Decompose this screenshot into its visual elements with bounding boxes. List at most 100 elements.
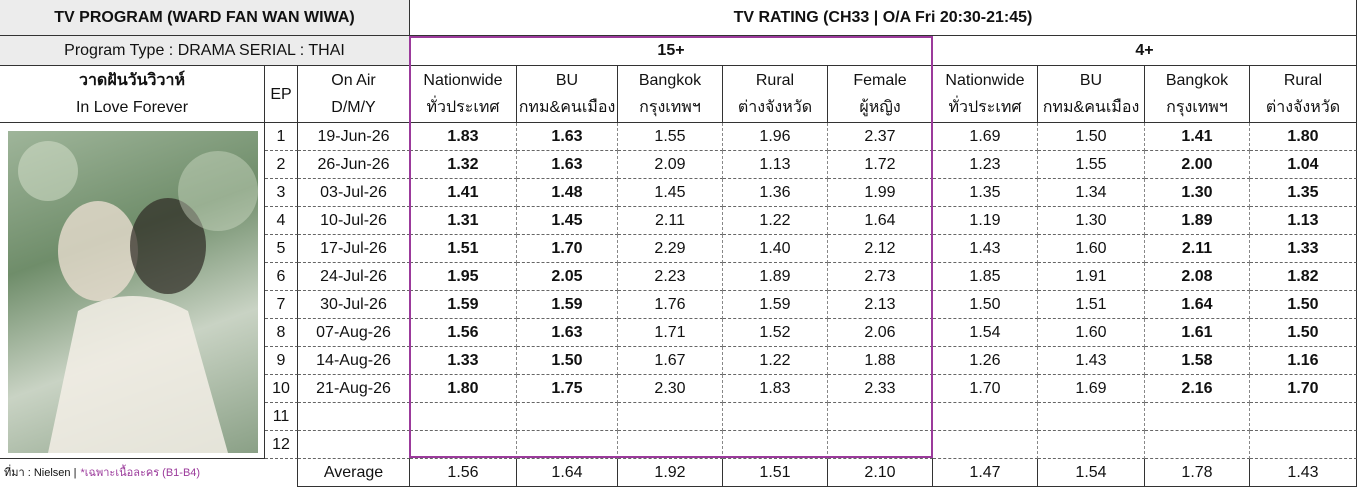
average: 1.47 [933, 459, 1038, 487]
column-header-text: Rural [755, 72, 795, 89]
rating-text: 1.59 [447, 296, 479, 313]
ep-text: 3 [276, 184, 286, 201]
ep: 5 [265, 235, 298, 263]
show-name-text: In Love Forever [75, 99, 189, 116]
rating: 1.63 [517, 123, 618, 151]
rating-text: 1.70 [969, 380, 1001, 397]
ep-header: EP [265, 66, 298, 123]
air-date-text: 19-Jun-26 [317, 128, 390, 145]
rating-text: 1.82 [1287, 268, 1319, 285]
average-label-text: Average [323, 464, 384, 481]
rating-text: 1.60 [1075, 240, 1107, 257]
rating: 2.29 [618, 235, 723, 263]
average: 1.54 [1038, 459, 1145, 487]
ep: 8 [265, 319, 298, 347]
rating: 1.19 [933, 207, 1038, 235]
column-header: Nationwide ทั่วประเทศ [933, 66, 1038, 123]
rating-text: 2.00 [1181, 156, 1213, 173]
rating [1145, 403, 1250, 431]
group-header-text: 4+ [1135, 42, 1154, 59]
rating: 1.69 [933, 123, 1038, 151]
ep: 2 [265, 151, 298, 179]
average-text: 2.10 [864, 464, 896, 481]
rating: 1.69 [1038, 375, 1145, 403]
air-date: 26-Jun-26 [298, 151, 410, 179]
rating: 1.45 [517, 207, 618, 235]
rating: 1.41 [1145, 123, 1250, 151]
air-date: 21-Aug-26 [298, 375, 410, 403]
column-header-text: Bangkok [1165, 72, 1229, 89]
rating-text: 1.60 [1075, 324, 1107, 341]
rating: 1.70 [1250, 375, 1357, 403]
rating: 1.96 [723, 123, 828, 151]
column-header-text: ต่างจังหวัด [1265, 99, 1341, 116]
rating: 2.06 [828, 319, 933, 347]
rating: 1.26 [933, 347, 1038, 375]
rating: 2.09 [618, 151, 723, 179]
rating: 1.13 [1250, 207, 1357, 235]
rating: 1.63 [517, 151, 618, 179]
rating-text: 1.72 [864, 156, 896, 173]
air-date: 24-Jul-26 [298, 263, 410, 291]
air-date-text: 24-Jul-26 [320, 268, 387, 285]
column-header-text: ผู้หญิง [859, 99, 901, 116]
average: 2.10 [828, 459, 933, 487]
rating [410, 431, 517, 459]
ep-text: 9 [276, 352, 286, 369]
column-header: Bangkok กรุงเทพฯ [1145, 66, 1250, 123]
rating: 1.83 [410, 123, 517, 151]
show-name-text: วาดฝันวันวิวาห์ [78, 72, 186, 89]
rating-text: 1.83 [759, 380, 791, 397]
rating: 1.88 [828, 347, 933, 375]
ep-text: 6 [276, 268, 286, 285]
rating: 1.33 [1250, 235, 1357, 263]
program-type: Program Type : DRAMA SERIAL : THAI [0, 36, 410, 66]
air-date: 03-Jul-26 [298, 179, 410, 207]
rating: 2.73 [828, 263, 933, 291]
air-date-text: 10-Jul-26 [320, 212, 387, 229]
rating: 1.60 [1038, 319, 1145, 347]
average-text: 1.43 [1287, 464, 1319, 481]
rating: 2.30 [618, 375, 723, 403]
ep-text: 11 [272, 408, 290, 425]
rating-text: 1.89 [1181, 212, 1213, 229]
rating: 1.72 [828, 151, 933, 179]
rating [1145, 431, 1250, 459]
rating: 1.30 [1038, 207, 1145, 235]
average: 1.43 [1250, 459, 1357, 487]
rating-text: 1.88 [864, 352, 896, 369]
rating: 1.71 [618, 319, 723, 347]
column-header-text: ทั่วประเทศ [948, 99, 1022, 116]
rating-text: 1.30 [1075, 212, 1107, 229]
rating: 1.63 [517, 319, 618, 347]
rating-text: 1.83 [447, 128, 479, 145]
group-header: 15+ [410, 36, 933, 66]
rating-text: 1.36 [759, 184, 791, 201]
rating-text: 1.43 [1075, 352, 1107, 369]
rating-text: 1.99 [864, 184, 896, 201]
average-text: 1.47 [969, 464, 1001, 481]
rating: 1.50 [1250, 319, 1357, 347]
column-header-text: Female [853, 72, 907, 89]
rating: 1.70 [933, 375, 1038, 403]
air-date: 07-Aug-26 [298, 319, 410, 347]
rating-text: 2.16 [1181, 380, 1213, 397]
rating: 2.11 [618, 207, 723, 235]
rating: 1.50 [1250, 291, 1357, 319]
rating-text: 2.73 [864, 268, 896, 285]
rating-text: 1.56 [447, 324, 479, 341]
average-text: 1.64 [551, 464, 583, 481]
program-title: TV PROGRAM (WARD FAN WAN WIWA) [0, 0, 410, 36]
rating: 2.11 [1145, 235, 1250, 263]
ep: 3 [265, 179, 298, 207]
show-name: วาดฝันวันวิวาห์ In Love Forever [0, 66, 265, 123]
poster-art [18, 141, 258, 453]
rating: 1.85 [933, 263, 1038, 291]
rating: 1.60 [1038, 235, 1145, 263]
rating: 1.70 [517, 235, 618, 263]
rating-text: 1.35 [969, 184, 1001, 201]
rating-text: 1.34 [1075, 184, 1107, 201]
air-date: 14-Aug-26 [298, 347, 410, 375]
rating [723, 403, 828, 431]
